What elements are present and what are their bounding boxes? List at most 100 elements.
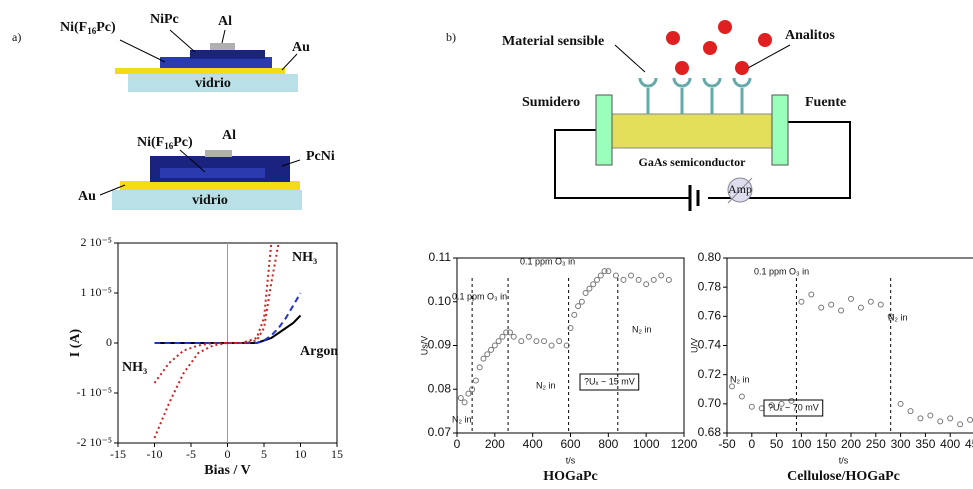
- point: [549, 343, 554, 348]
- point: [492, 343, 497, 348]
- label-part: Pc): [96, 20, 116, 35]
- electrode: [596, 95, 612, 165]
- plot-frame: [457, 258, 684, 433]
- pointer: [222, 30, 225, 43]
- point: [587, 286, 592, 291]
- point: [576, 304, 581, 309]
- point: [477, 365, 482, 370]
- y-tick-label: 0.11: [429, 250, 452, 264]
- x-tick-label: 450: [965, 437, 973, 451]
- point: [948, 416, 953, 421]
- panel-label: a): [12, 30, 21, 44]
- x-tick-label: 0: [225, 447, 231, 461]
- point: [938, 419, 943, 424]
- label: Ni(F16Pc): [137, 135, 193, 151]
- point: [666, 277, 671, 282]
- point: [594, 277, 599, 282]
- point: [908, 409, 913, 414]
- point: [572, 312, 577, 317]
- point: [583, 291, 588, 296]
- point: [591, 282, 596, 287]
- label: vidrio: [192, 193, 228, 208]
- point: [819, 305, 824, 310]
- y-axis-label: Us/V: [419, 336, 429, 356]
- pointer: [170, 30, 195, 52]
- annotation: 0.1 ppm O₃ in: [452, 291, 507, 301]
- label: Amp: [728, 182, 752, 196]
- point: [629, 273, 634, 278]
- y-tick-label: 0.08: [428, 381, 452, 395]
- label: Au: [78, 189, 96, 204]
- annotation: N₂ in: [888, 312, 908, 322]
- x-tick-label: 50: [770, 437, 784, 451]
- y-tick-label: -2 10⁻⁵: [76, 435, 112, 449]
- label: Au: [292, 40, 310, 55]
- x-tick-label: 0: [454, 437, 461, 451]
- y-tick-label: 2 10⁻⁵: [80, 235, 112, 249]
- point: [466, 391, 471, 396]
- contact: [205, 150, 232, 157]
- point: [928, 413, 933, 418]
- figure: a) b) Ni(F16Pc) NiPc Al Au vidrio Al Ni(…: [0, 0, 973, 489]
- label-part: Pc): [173, 135, 193, 150]
- annotation: N₂ in: [452, 414, 472, 424]
- x-tick-label: 100: [791, 437, 811, 451]
- contact: [210, 43, 235, 50]
- point: [613, 273, 618, 278]
- point: [598, 273, 603, 278]
- point: [868, 299, 873, 304]
- y-tick-label: 0: [106, 335, 112, 349]
- x-tick-label: 15: [331, 447, 343, 461]
- annotation: ?Uₓ ~ 70 mV: [768, 402, 819, 412]
- y-tick-label: 0.07: [428, 425, 452, 439]
- y-tick-label: -1 10⁻⁵: [76, 385, 112, 399]
- label: PcNi: [306, 149, 335, 164]
- label-part: Ni(F: [137, 135, 164, 150]
- x-tick-label: 200: [841, 437, 861, 451]
- x-tick-label: 400: [940, 437, 960, 451]
- point: [621, 277, 626, 282]
- x-tick-label: 150: [816, 437, 836, 451]
- point: [968, 417, 973, 422]
- annotation: 0.1 ppm O₃ in: [520, 256, 575, 266]
- point: [500, 334, 505, 339]
- x-tick-label: -50: [718, 437, 736, 451]
- point: [759, 406, 764, 411]
- label: Ni(F16Pc): [60, 20, 116, 36]
- point: [809, 292, 814, 297]
- point: [799, 299, 804, 304]
- analytes: [666, 20, 772, 75]
- pointer: [748, 45, 790, 68]
- point: [496, 339, 501, 344]
- point: [511, 334, 516, 339]
- point: [519, 339, 524, 344]
- gold-layer: [115, 68, 285, 74]
- label: Al: [222, 128, 236, 143]
- point: [485, 352, 490, 357]
- label: Sumidero: [522, 95, 580, 110]
- label: GaAs semiconductor: [639, 155, 747, 169]
- x-axis-label: Bias / V: [204, 463, 250, 478]
- y-tick-label: 1 10⁻⁵: [80, 285, 112, 299]
- x-axis-label: t/s: [566, 455, 576, 465]
- y-tick-label: 0.72: [698, 367, 722, 381]
- point: [644, 282, 649, 287]
- gold-layer: [120, 181, 300, 190]
- point: [739, 394, 744, 399]
- point: [898, 401, 903, 406]
- organic-layer: [190, 50, 265, 59]
- x-tick-label: -15: [110, 447, 126, 461]
- point: [839, 308, 844, 313]
- y-tick-label: 0.68: [698, 425, 722, 439]
- point: [729, 384, 734, 389]
- x-tick-label: 5: [261, 447, 267, 461]
- annotation: Argon: [300, 344, 338, 359]
- x-tick-label: 600: [560, 437, 580, 451]
- page: a) b) Ni(F16Pc) NiPc Al Au vidrio Al Ni(…: [0, 0, 973, 489]
- organic-layer: [160, 168, 265, 178]
- y-tick-label: 0.76: [698, 309, 722, 323]
- annotation: 0.1 ppm O₃ in: [754, 266, 809, 276]
- pointer: [282, 54, 297, 70]
- x-axis-label: t/s: [839, 455, 849, 465]
- y-tick-label: 0.09: [428, 338, 452, 352]
